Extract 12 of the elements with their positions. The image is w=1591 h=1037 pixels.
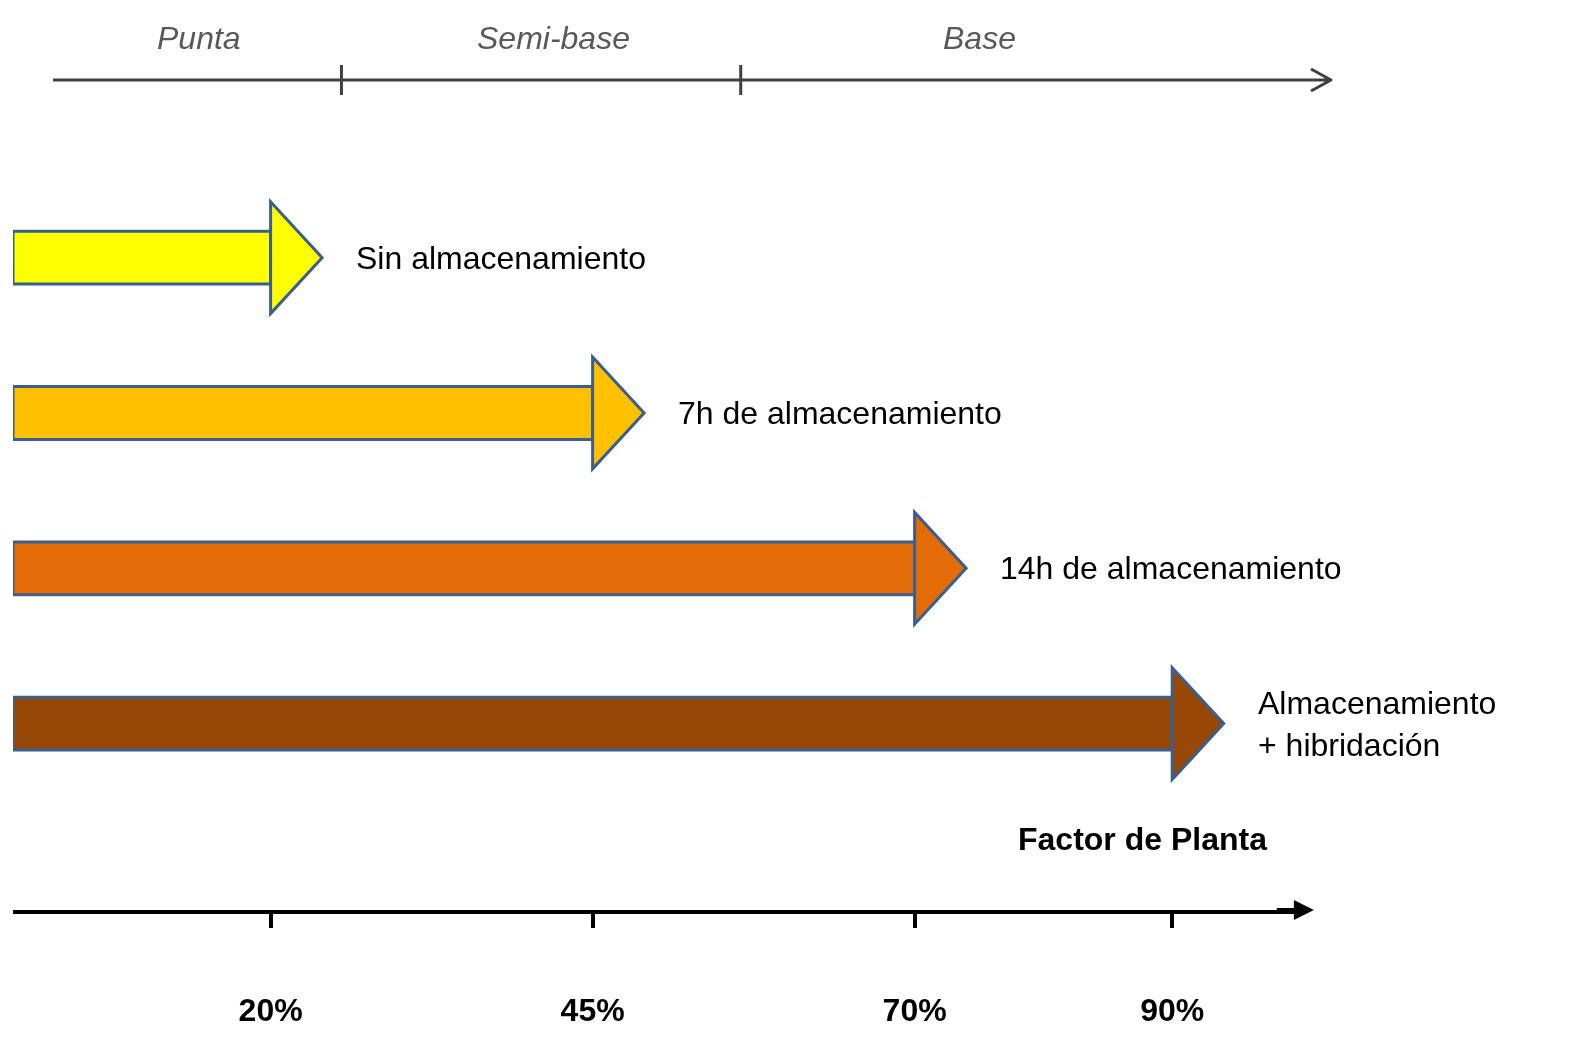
x-tick-label: 70%	[882, 992, 947, 1029]
text: Punta	[157, 20, 241, 56]
y-tick-label: Almacenamiento + hibridación	[1258, 685, 1497, 763]
y-tick-label: 14h de almacenamiento	[1000, 550, 1342, 586]
x-tick-label: 45%	[560, 992, 625, 1029]
y-tick-label: Sin almacenamiento	[356, 240, 646, 276]
text: Semi-base	[477, 20, 630, 56]
text: Base	[943, 20, 1016, 56]
x-tick-label: 90%	[1140, 992, 1205, 1029]
x-axis-title: Factor de Planta	[1018, 821, 1268, 857]
y-tick-label: 7h de almacenamiento	[678, 395, 1002, 431]
x-tick-label: 20%	[238, 992, 303, 1029]
